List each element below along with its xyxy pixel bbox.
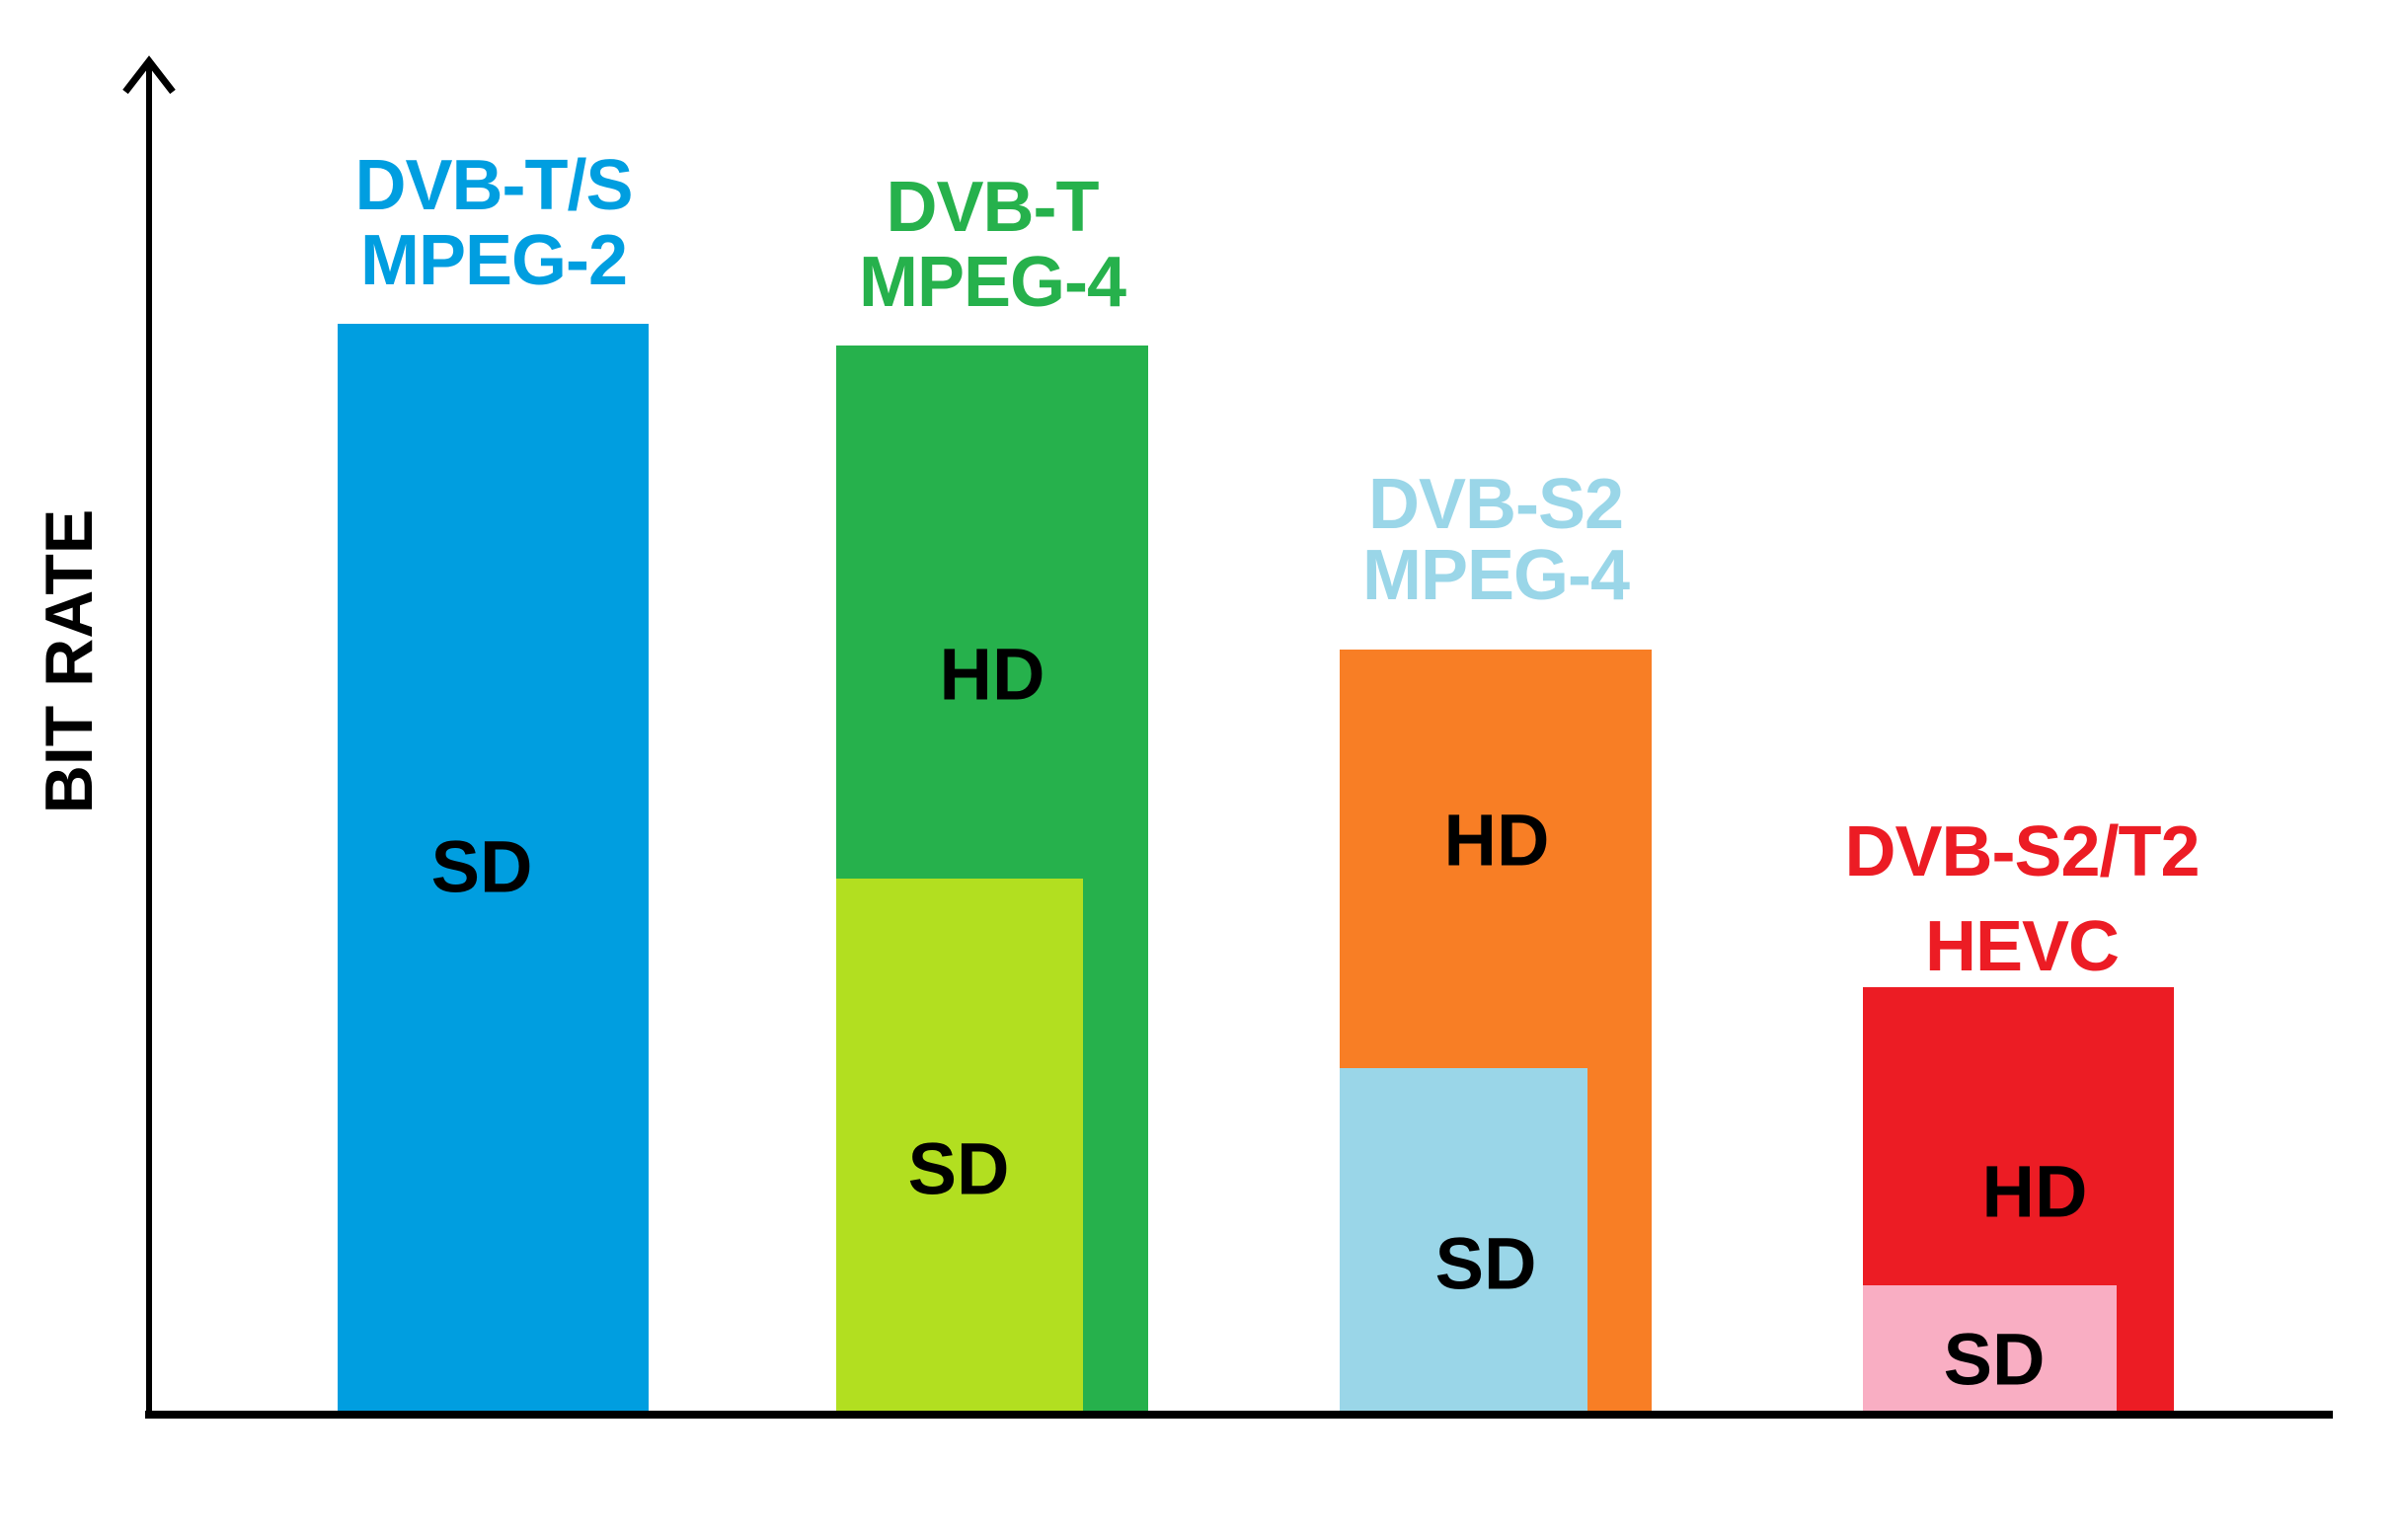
bar-value-label-sd: SD [430,825,533,908]
x-axis-line [145,1411,2333,1419]
bar-dvb-t-s-sd [338,324,649,1411]
group-label-dvb-s2-t2: DVB-S2/T2 HEVC [1844,805,2200,994]
bar-dvb-t-sd [836,879,1083,1411]
y-axis-label: BIT RATE [32,508,107,814]
bar-dvb-s2-sd [1340,1068,1587,1411]
bar-value-label-sd: SD [1943,1318,2046,1401]
group-label-line: MPEG-2 [359,221,628,300]
group-label-dvb-t: DVB-T MPEG-4 [858,168,1126,322]
bar-value-label-sd: SD [1434,1222,1537,1305]
bar-dvb-s2-t2-sd [1863,1285,2117,1411]
group-label-line: MPEG-4 [1361,536,1630,615]
group-label-line: HEVC [1924,907,2120,986]
bar-value-label-hd: HD [1981,1150,2088,1233]
group-label-line: DVB-S2 [1367,465,1624,544]
group-label-line: DVB-T [886,168,1100,247]
bar-value-label-hd: HD [939,633,1045,716]
bar-value-label-sd: SD [907,1127,1010,1210]
y-axis-arrow-icon [122,55,176,95]
bar-value-label-hd: HD [1443,799,1550,882]
group-label-line: MPEG-4 [858,243,1126,322]
group-label-line: DVB-S2/T2 [1844,812,2200,891]
y-axis-line [146,61,152,1419]
group-label-line: DVB-T/S [354,146,634,225]
group-label-dvb-t-s: DVB-T/S MPEG-2 [354,146,634,300]
group-label-dvb-s2: DVB-S2 MPEG-4 [1361,465,1630,615]
